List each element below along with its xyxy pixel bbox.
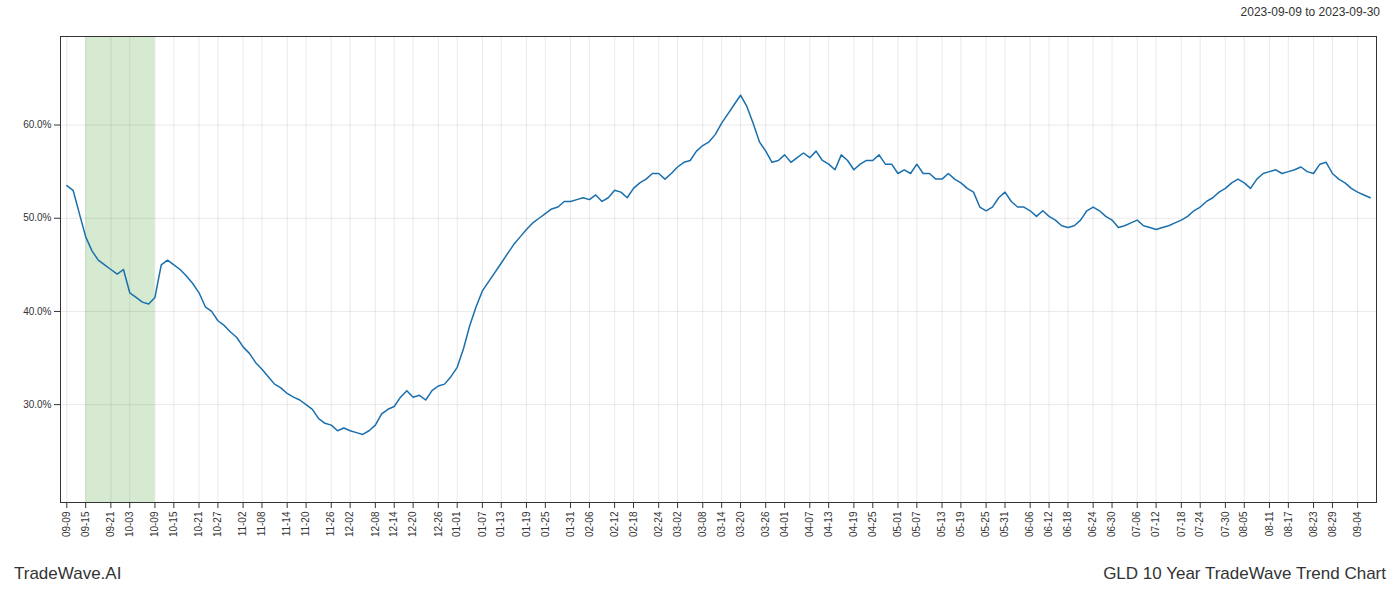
svg-text:02-06: 02-06: [584, 511, 595, 537]
svg-text:03-20: 03-20: [735, 511, 746, 537]
html-text:GLD 10 Year TradeWave Trend Ch: GLD 10 Year TradeWave Trend Chart: [1103, 564, 1386, 583]
svg-text:08-11: 08-11: [1264, 511, 1275, 536]
svg-text:05-13: 05-13: [936, 511, 947, 537]
svg-text:10-21: 10-21: [193, 511, 204, 537]
svg-text:02-24: 02-24: [653, 511, 664, 537]
svg-text:12-26: 12-26: [432, 511, 443, 537]
svg-text:04-19: 04-19: [848, 511, 859, 537]
svg-text:09-15: 09-15: [80, 511, 91, 537]
svg-text:05-31: 05-31: [999, 511, 1010, 537]
svg-text:01-01: 01-01: [451, 511, 462, 537]
svg-text:10-03: 10-03: [124, 511, 135, 537]
svg-text:05-19: 05-19: [955, 511, 966, 537]
svg-text:07-24: 07-24: [1194, 511, 1205, 537]
svg-text:11-20: 11-20: [300, 511, 311, 536]
svg-text:10-15: 10-15: [168, 511, 179, 537]
svg-text:06-18: 06-18: [1062, 511, 1073, 537]
svg-text:40.0%: 40.0%: [23, 306, 51, 317]
svg-text:06-30: 06-30: [1106, 511, 1117, 537]
svg-text:04-07: 04-07: [804, 511, 815, 537]
svg-text:06-06: 06-06: [1024, 511, 1035, 537]
svg-text:03-26: 03-26: [760, 511, 771, 537]
svg-text:02-18: 02-18: [628, 511, 639, 537]
svg-text:11-14: 11-14: [281, 511, 292, 536]
svg-text:12-08: 12-08: [370, 511, 381, 537]
svg-text:05-01: 05-01: [892, 511, 903, 537]
svg-text:01-19: 01-19: [521, 511, 532, 537]
svg-text:30.0%: 30.0%: [23, 399, 51, 410]
svg-text:05-25: 05-25: [980, 511, 991, 537]
svg-text:07-06: 07-06: [1131, 511, 1142, 537]
svg-text:09-21: 09-21: [105, 511, 116, 537]
svg-text:03-14: 03-14: [716, 511, 727, 537]
svg-text:07-12: 07-12: [1150, 511, 1161, 537]
svg-text:08-29: 08-29: [1327, 511, 1338, 537]
svg-text:10-27: 10-27: [212, 511, 223, 537]
svg-text:11-08: 11-08: [256, 511, 267, 536]
svg-text:09-09: 09-09: [61, 511, 72, 537]
svg-text:03-08: 03-08: [697, 511, 708, 537]
svg-text:06-12: 06-12: [1043, 511, 1054, 537]
svg-text:11-26: 11-26: [325, 511, 336, 536]
svg-text:06-24: 06-24: [1087, 511, 1098, 537]
svg-text:03-02: 03-02: [672, 511, 683, 537]
svg-text:04-01: 04-01: [779, 511, 790, 537]
svg-text:09-04: 09-04: [1352, 511, 1363, 537]
svg-text:01-07: 01-07: [477, 511, 488, 537]
svg-text:01-25: 01-25: [540, 511, 551, 537]
svg-text:12-02: 12-02: [344, 511, 355, 537]
html-text:TradeWave.AI: TradeWave.AI: [14, 564, 122, 583]
svg-text:07-18: 07-18: [1176, 511, 1187, 537]
svg-text:07-30: 07-30: [1220, 511, 1231, 537]
svg-text:02-12: 02-12: [609, 511, 620, 537]
svg-text:04-13: 04-13: [823, 511, 834, 537]
svg-text:01-13: 01-13: [495, 511, 506, 537]
svg-text:04-25: 04-25: [867, 511, 878, 537]
svg-text:05-07: 05-07: [911, 511, 922, 537]
svg-text:12-14: 12-14: [388, 511, 399, 537]
svg-text:60.0%: 60.0%: [23, 119, 51, 130]
svg-text:10-09: 10-09: [149, 511, 160, 537]
svg-text:08-05: 08-05: [1238, 511, 1249, 537]
svg-text:12-20: 12-20: [407, 511, 418, 537]
html-text:2023-09-09 to 2023-09-30: 2023-09-09 to 2023-09-30: [1240, 5, 1380, 19]
svg-text:50.0%: 50.0%: [23, 212, 51, 223]
svg-text:01-31: 01-31: [565, 511, 576, 537]
svg-text:08-17: 08-17: [1283, 511, 1294, 537]
svg-text:11-02: 11-02: [237, 511, 248, 536]
svg-text:08-23: 08-23: [1308, 511, 1319, 537]
